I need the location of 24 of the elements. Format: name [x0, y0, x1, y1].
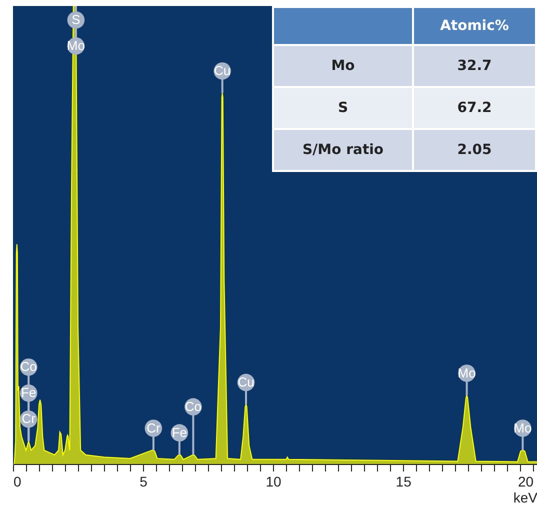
- x-tick-label: 15: [396, 474, 412, 490]
- annotation: Mo: [458, 365, 476, 380]
- x-tick-label: 20: [518, 474, 534, 490]
- annotation: Fe: [172, 424, 188, 440]
- annotation: Atomic%: [413, 7, 536, 45]
- annotation: Cu: [214, 63, 231, 78]
- annotation: Cu: [238, 374, 254, 390]
- annotation: Mo: [514, 420, 532, 436]
- annotation: S/Mo ratio: [273, 129, 414, 171]
- annotation: Cr: [146, 420, 161, 436]
- x-tick-label: 5: [140, 474, 148, 490]
- annotation: 32.7: [413, 45, 536, 87]
- x-tick-label: 0: [14, 474, 22, 490]
- annotation: S: [273, 87, 414, 129]
- x-tick-label: 10: [266, 474, 282, 490]
- annotation: Cr: [22, 411, 36, 426]
- annotation: 2.05: [413, 129, 536, 171]
- annotation: Co: [20, 359, 37, 374]
- annotation: Mo: [66, 38, 85, 53]
- annotation: Mo: [273, 45, 414, 87]
- annotation: S: [72, 12, 81, 27]
- annotation: 67.2: [413, 87, 536, 129]
- annotation: Co: [184, 398, 202, 414]
- annotation: Fe: [21, 385, 36, 400]
